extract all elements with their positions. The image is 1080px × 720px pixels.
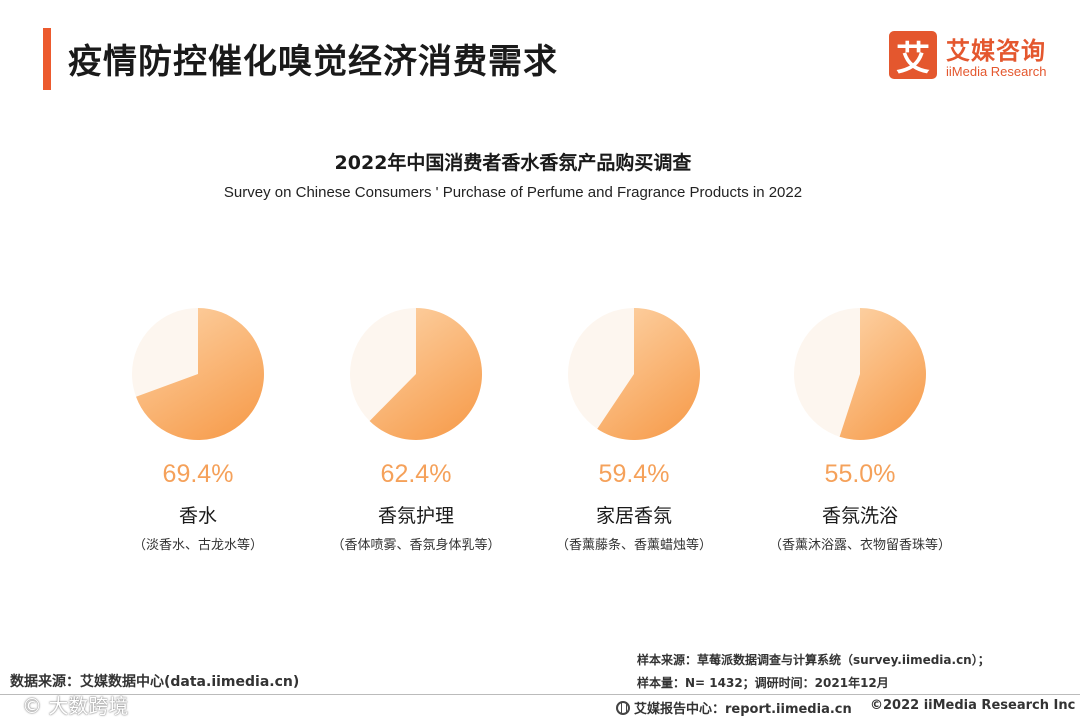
category-description: （香体喷雾、香氛身体乳等） (331, 538, 501, 553)
title-accent-bar (43, 28, 51, 90)
pie-slice-1 (136, 308, 264, 440)
watermark: © 大数跨境 (22, 694, 129, 718)
iimedia-logo: 艾 艾媒咨询 iiMedia Research (889, 31, 1064, 83)
category-description: （淡香水、古龙水等） (132, 538, 263, 553)
page-title: 疫情防控催化嗅觉经济消费需求 (68, 42, 558, 82)
chart-subtitle: Survey on Chinese Consumers ' Purchase o… (223, 184, 803, 201)
category-description: （香薰藤条、香薰蜡烛等） (555, 538, 712, 553)
footer-divider (0, 694, 1080, 695)
percent-label: 62.4% (380, 460, 452, 488)
logo-en-text: iiMedia Research (946, 64, 1047, 79)
sample-source: 样本来源：草莓派数据调查与计算系统（survey.iimedia.cn）； (637, 653, 990, 667)
category-description: （香薰沐浴露、衣物留香珠等） (768, 538, 951, 553)
pie-label-group: 69.4% 香水 （淡香水、古龙水等） (78, 460, 318, 553)
sample-size: 样本量：N= 1432；调研时间：2021年12月 (637, 676, 889, 690)
globe-icon (616, 700, 630, 715)
category-name: 香氛护理 (377, 505, 454, 527)
percent-label: 55.0% (824, 460, 896, 488)
report-center-text[interactable]: 艾媒报告中心：report.iimedia.cn (634, 702, 852, 717)
logo-cn-text: 艾媒咨询 (946, 37, 1046, 65)
category-name: 家居香氛 (595, 505, 672, 527)
pie-slice-3 (597, 308, 701, 441)
pie-label-group: 59.4% 家居香氛 （香薰藤条、香薰蜡烛等） (514, 460, 754, 553)
pie-label-group: 62.4% 香氛护理 （香体喷雾、香氛身体乳等） (296, 460, 536, 553)
pie-slice-4 (839, 308, 926, 440)
data-source: 数据来源：艾媒数据中心(data.iimedia.cn) (10, 674, 300, 690)
pie-label-group: 55.0% 香氛洗浴 （香薰沐浴露、衣物留香珠等） (740, 460, 980, 553)
percent-label: 59.4% (598, 460, 670, 488)
report-center[interactable]: 艾媒报告中心：report.iimedia.cn (616, 698, 852, 717)
chart-title: 2022年中国消费者香水香氛产品购买调查 (334, 152, 692, 174)
category-name: 香氛洗浴 (821, 505, 898, 527)
logo-mark-icon: 艾 (889, 31, 937, 79)
copyright: ©2022 iiMedia Research Inc (870, 698, 1076, 713)
category-name: 香水 (178, 505, 217, 527)
percent-label: 69.4% (162, 460, 234, 488)
pie-slice-2 (369, 308, 483, 441)
